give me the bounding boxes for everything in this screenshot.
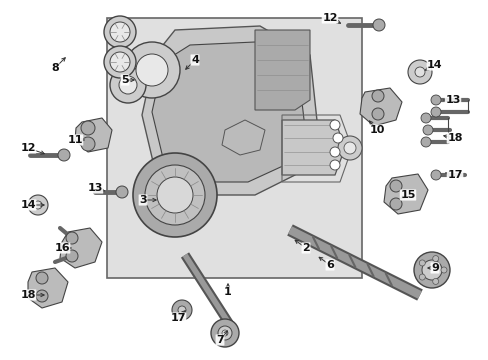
Circle shape [389, 198, 401, 210]
Circle shape [418, 260, 425, 266]
Circle shape [430, 170, 440, 180]
Polygon shape [383, 174, 427, 214]
Circle shape [329, 120, 339, 130]
Circle shape [36, 272, 48, 284]
Circle shape [222, 330, 227, 336]
Circle shape [371, 90, 383, 102]
Text: 13: 13 [87, 183, 102, 193]
Circle shape [58, 149, 70, 161]
Text: 7: 7 [216, 335, 224, 345]
Circle shape [440, 267, 446, 273]
Circle shape [133, 153, 217, 237]
Circle shape [210, 319, 239, 347]
Circle shape [389, 180, 401, 192]
Text: 11: 11 [67, 135, 82, 145]
Circle shape [66, 250, 78, 262]
Polygon shape [282, 120, 345, 175]
Text: 17: 17 [447, 170, 462, 180]
Text: 8: 8 [51, 63, 59, 73]
Circle shape [116, 186, 128, 198]
Polygon shape [152, 42, 305, 182]
Circle shape [136, 54, 168, 86]
Circle shape [119, 76, 137, 94]
Circle shape [110, 22, 130, 42]
Text: 18: 18 [447, 133, 462, 143]
Circle shape [430, 107, 440, 117]
Text: 14: 14 [427, 60, 442, 70]
Circle shape [104, 46, 136, 78]
Circle shape [407, 60, 431, 84]
Text: 4: 4 [191, 55, 199, 65]
Circle shape [34, 201, 42, 209]
Circle shape [430, 95, 440, 105]
Circle shape [371, 108, 383, 120]
Circle shape [413, 252, 449, 288]
Circle shape [432, 256, 438, 262]
Circle shape [36, 290, 48, 302]
Bar [107, 18, 361, 278]
Circle shape [337, 136, 361, 160]
Circle shape [172, 300, 192, 320]
Polygon shape [60, 228, 102, 268]
Circle shape [329, 147, 339, 157]
Polygon shape [254, 30, 309, 110]
Text: 12: 12 [20, 143, 36, 153]
Text: 5: 5 [121, 75, 128, 85]
Circle shape [124, 42, 180, 98]
Circle shape [218, 326, 231, 340]
Polygon shape [75, 118, 112, 152]
Circle shape [420, 113, 430, 123]
Text: 18: 18 [20, 290, 36, 300]
Text: 16: 16 [54, 243, 70, 253]
Text: 15: 15 [400, 190, 415, 200]
Text: 17: 17 [170, 313, 185, 323]
Circle shape [81, 121, 95, 135]
Circle shape [145, 165, 204, 225]
Circle shape [414, 67, 424, 77]
Circle shape [28, 195, 48, 215]
Polygon shape [28, 268, 68, 308]
Circle shape [66, 232, 78, 244]
Text: 6: 6 [325, 260, 333, 270]
Circle shape [178, 306, 185, 314]
Circle shape [421, 260, 441, 280]
Circle shape [157, 177, 193, 213]
Polygon shape [222, 120, 264, 155]
Circle shape [420, 137, 430, 147]
Text: 14: 14 [20, 200, 36, 210]
Circle shape [422, 125, 432, 135]
Circle shape [372, 19, 384, 31]
Text: 9: 9 [430, 263, 438, 273]
Text: 1: 1 [224, 287, 231, 297]
Text: 13: 13 [445, 95, 460, 105]
Circle shape [329, 160, 339, 170]
Circle shape [432, 278, 438, 284]
Circle shape [104, 16, 136, 48]
Circle shape [81, 137, 95, 151]
Polygon shape [142, 26, 317, 195]
Circle shape [418, 274, 425, 280]
Text: 12: 12 [322, 13, 337, 23]
Text: 10: 10 [368, 125, 384, 135]
Circle shape [110, 67, 146, 103]
Polygon shape [359, 88, 401, 126]
Circle shape [332, 133, 342, 143]
Circle shape [110, 52, 130, 72]
Text: 3: 3 [139, 195, 146, 205]
Circle shape [343, 142, 355, 154]
Text: 2: 2 [302, 243, 309, 253]
